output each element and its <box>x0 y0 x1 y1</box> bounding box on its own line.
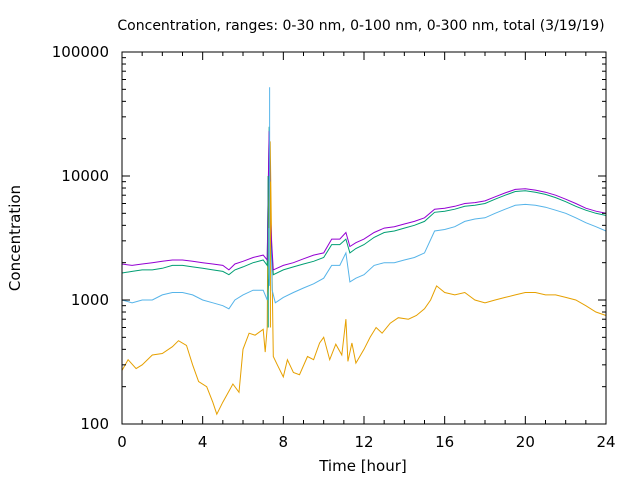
series-line-1 <box>121 203 607 310</box>
chart-title: Concentration, ranges: 0-30 nm, 0-100 nm… <box>117 18 604 34</box>
x-tick-label: 0 <box>117 433 127 451</box>
x-tick-label: 20 <box>516 433 535 451</box>
series-line-0 <box>121 141 607 416</box>
x-tick-label: 16 <box>435 433 454 451</box>
series-line-3 <box>121 131 607 271</box>
x-tick-label: 12 <box>354 433 373 451</box>
y-tick-label: 100000 <box>52 43 109 61</box>
ticks-layer: 0 4 8 12 16 20 24 100 1000 10000 100000 <box>52 43 616 451</box>
x-tick-label: 24 <box>596 433 615 451</box>
series-layer <box>121 87 607 416</box>
plot-frame <box>121 51 607 425</box>
x-tick-label: 4 <box>198 433 208 451</box>
x-tick-label: 8 <box>279 433 289 451</box>
y-axis-label: Concentration <box>6 185 24 291</box>
y-tick-label: 100 <box>80 415 109 433</box>
series-line-2 <box>121 126 607 276</box>
y-tick-label: 10000 <box>61 167 109 185</box>
y-tick-label: 1000 <box>71 291 109 309</box>
x-axis-label: Time [hour] <box>318 457 407 475</box>
